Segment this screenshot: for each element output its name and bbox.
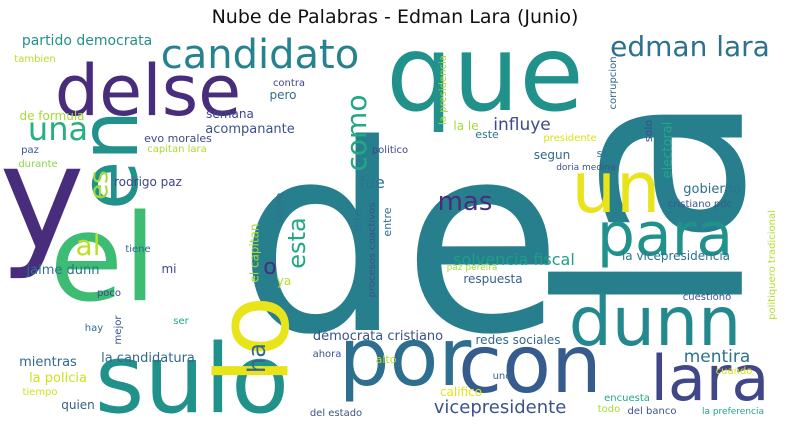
cloud-word: alto: [376, 353, 397, 366]
cloud-word: respuesta: [463, 272, 522, 286]
cloud-word: paz: [21, 145, 39, 156]
cloud-word: redes sociales: [476, 333, 561, 347]
cloud-word: gobierno: [683, 182, 740, 197]
cloud-word: la candidatura: [101, 351, 195, 366]
cloud-word: el capitan: [248, 223, 262, 282]
cloud-word: fue: [359, 173, 385, 192]
cloud-word: capitan lara: [147, 144, 206, 155]
cloud-word: esta: [283, 217, 311, 268]
cloud-word: democrata cristiano: [313, 329, 443, 344]
cloud-word: califico: [440, 385, 482, 399]
cloud-word: doria medina: [556, 163, 616, 173]
cloud-word: quien: [61, 398, 95, 412]
cloud-word: para: [597, 200, 733, 270]
cloud-word: solvencia fiscal: [453, 250, 575, 269]
cloud-word: de: [238, 90, 563, 392]
cloud-word: lara: [651, 342, 770, 415]
cloud-word: durante: [18, 159, 57, 170]
cloud-word: la preferencia: [702, 407, 764, 417]
cloud-word: solo: [642, 120, 655, 143]
cloud-word: es: [85, 170, 115, 200]
cloud-word: mi: [161, 262, 176, 276]
cloud-word: dunn: [569, 283, 741, 362]
cloud-word: la le: [453, 119, 478, 133]
cloud-word: cuando: [716, 366, 753, 377]
cloud-word: ya: [277, 274, 291, 288]
cloud-word: todo: [598, 404, 621, 415]
cloud-word: mientras: [19, 355, 77, 370]
cloud-word: encuesta: [604, 393, 650, 404]
cloud-word: la presidencia: [438, 55, 449, 125]
cloud-word: un: [572, 147, 661, 229]
cloud-word: ser: [173, 316, 189, 327]
cloud-word: procesos coactivos: [367, 203, 378, 298]
cloud-word: del banco: [628, 406, 677, 417]
cloud-word: la: [506, 91, 790, 318]
cloud-word: mejor: [113, 315, 124, 345]
cloud-word: la vicepresidencia: [622, 249, 730, 263]
cloud-word: el: [49, 190, 156, 329]
cloud-word: jaime dunn: [26, 263, 100, 278]
cloud-word: segun: [534, 148, 570, 162]
cloud-word: ha: [243, 343, 271, 373]
cloud-word: hay: [85, 323, 103, 334]
cloud-word: pero: [269, 88, 296, 102]
cloud-word: mas: [438, 187, 493, 217]
cloud-word: o: [263, 255, 276, 280]
cloud-word: tambien: [14, 54, 55, 65]
cloud-word: edman lara: [610, 30, 770, 63]
cloud-word: candidato: [161, 32, 359, 78]
cloud-word: presidente: [543, 133, 596, 144]
cloud-word: por: [339, 311, 472, 404]
cloud-word: cristiano pdc: [668, 199, 732, 210]
cloud-word: este: [475, 128, 499, 141]
cloud-word: tiene: [125, 244, 150, 255]
cloud-word: una: [28, 110, 88, 148]
cloud-word: politiquero tradicional: [767, 210, 778, 320]
cloud-word: poco: [97, 288, 121, 299]
cloud-word: que: [386, 13, 584, 135]
cloud-word: contra: [273, 78, 305, 89]
cloud-word: entre: [381, 207, 394, 236]
cloud-word: paz pereira: [447, 263, 498, 273]
cloud-word: electoral: [661, 122, 676, 179]
cloud-word: ahora: [313, 349, 342, 360]
cloud-word: de formula: [19, 109, 84, 123]
cloud-word: semana: [206, 107, 254, 121]
cloud-word: influye: [493, 115, 551, 135]
cloud-word: corrupcion: [608, 56, 619, 109]
cloud-word: del estado: [310, 408, 362, 419]
cloud-word: si: [597, 147, 606, 160]
cloud-word: partido democrata: [22, 33, 152, 49]
cloud-word: sobre: [273, 193, 286, 224]
cloud-word: vicepresidente: [434, 397, 567, 418]
cloud-word: politico: [372, 145, 408, 156]
cloud-word: delse: [55, 50, 241, 132]
cloud-word: tiempo: [22, 387, 57, 398]
cloud-word: rodrigo paz: [114, 175, 182, 189]
cloud-word: en: [63, 110, 156, 210]
cloud-word: acompanante: [205, 122, 295, 137]
cloud-word: mentira: [684, 347, 751, 367]
cloud-word: y: [0, 114, 85, 283]
chart-title: Nube de Palabras - Edman Lara (Junio): [211, 6, 579, 28]
cloud-word: la policia: [29, 371, 87, 386]
cloud-word: cuestiono: [683, 292, 731, 303]
cloud-word: ante: [351, 209, 364, 234]
cloud-word: evo morales: [144, 132, 212, 145]
cloud-word: al: [76, 229, 101, 262]
cloud-word: lo: [194, 296, 311, 385]
cloud-word: uno: [493, 371, 512, 382]
cloud-word: con: [458, 318, 602, 411]
cloud-word: sulo: [95, 325, 289, 428]
cloud-word: como: [340, 95, 373, 172]
